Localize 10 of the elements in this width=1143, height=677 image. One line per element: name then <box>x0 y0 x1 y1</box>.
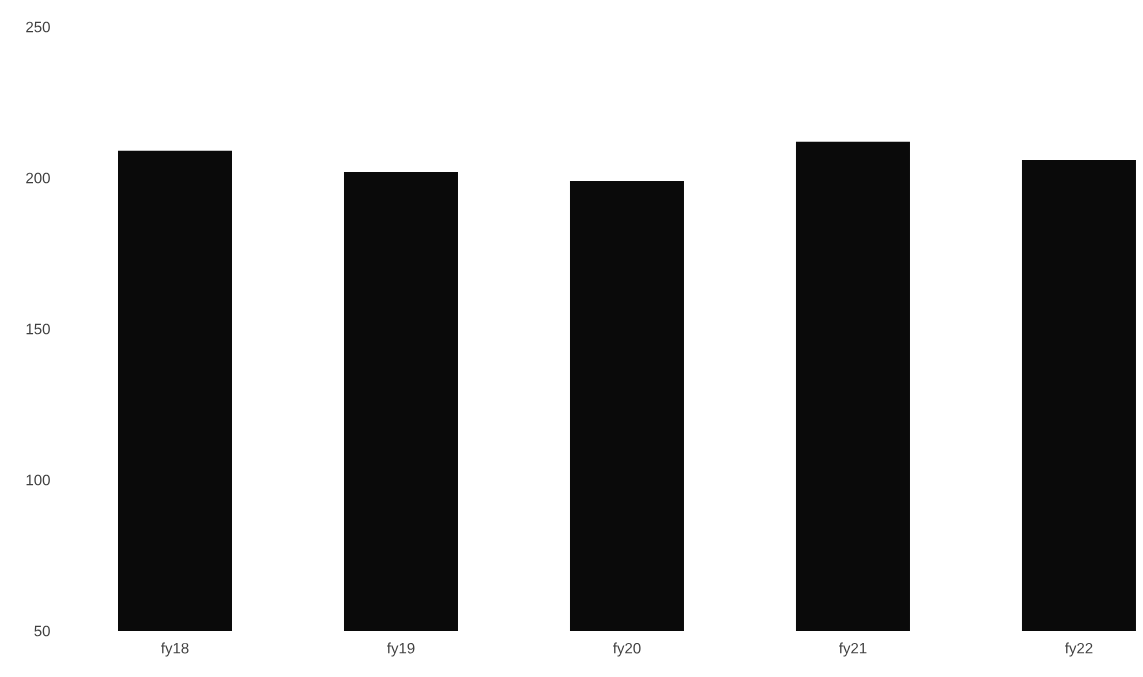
y-tick-label: 150 <box>26 323 50 335</box>
x-tick-label: fy21 <box>839 642 867 657</box>
x-tick-label: fy20 <box>613 642 641 657</box>
y-tick-label: 100 <box>26 474 50 486</box>
y-tick-label: 200 <box>26 172 50 184</box>
x-tick-label: fy18 <box>161 642 189 657</box>
x-tick-label: fy22 <box>1065 642 1093 657</box>
y-tick-label: 250 <box>26 21 50 33</box>
x-tick-label: fy19 <box>387 642 415 657</box>
y-tick-label: 50 <box>34 625 50 637</box>
